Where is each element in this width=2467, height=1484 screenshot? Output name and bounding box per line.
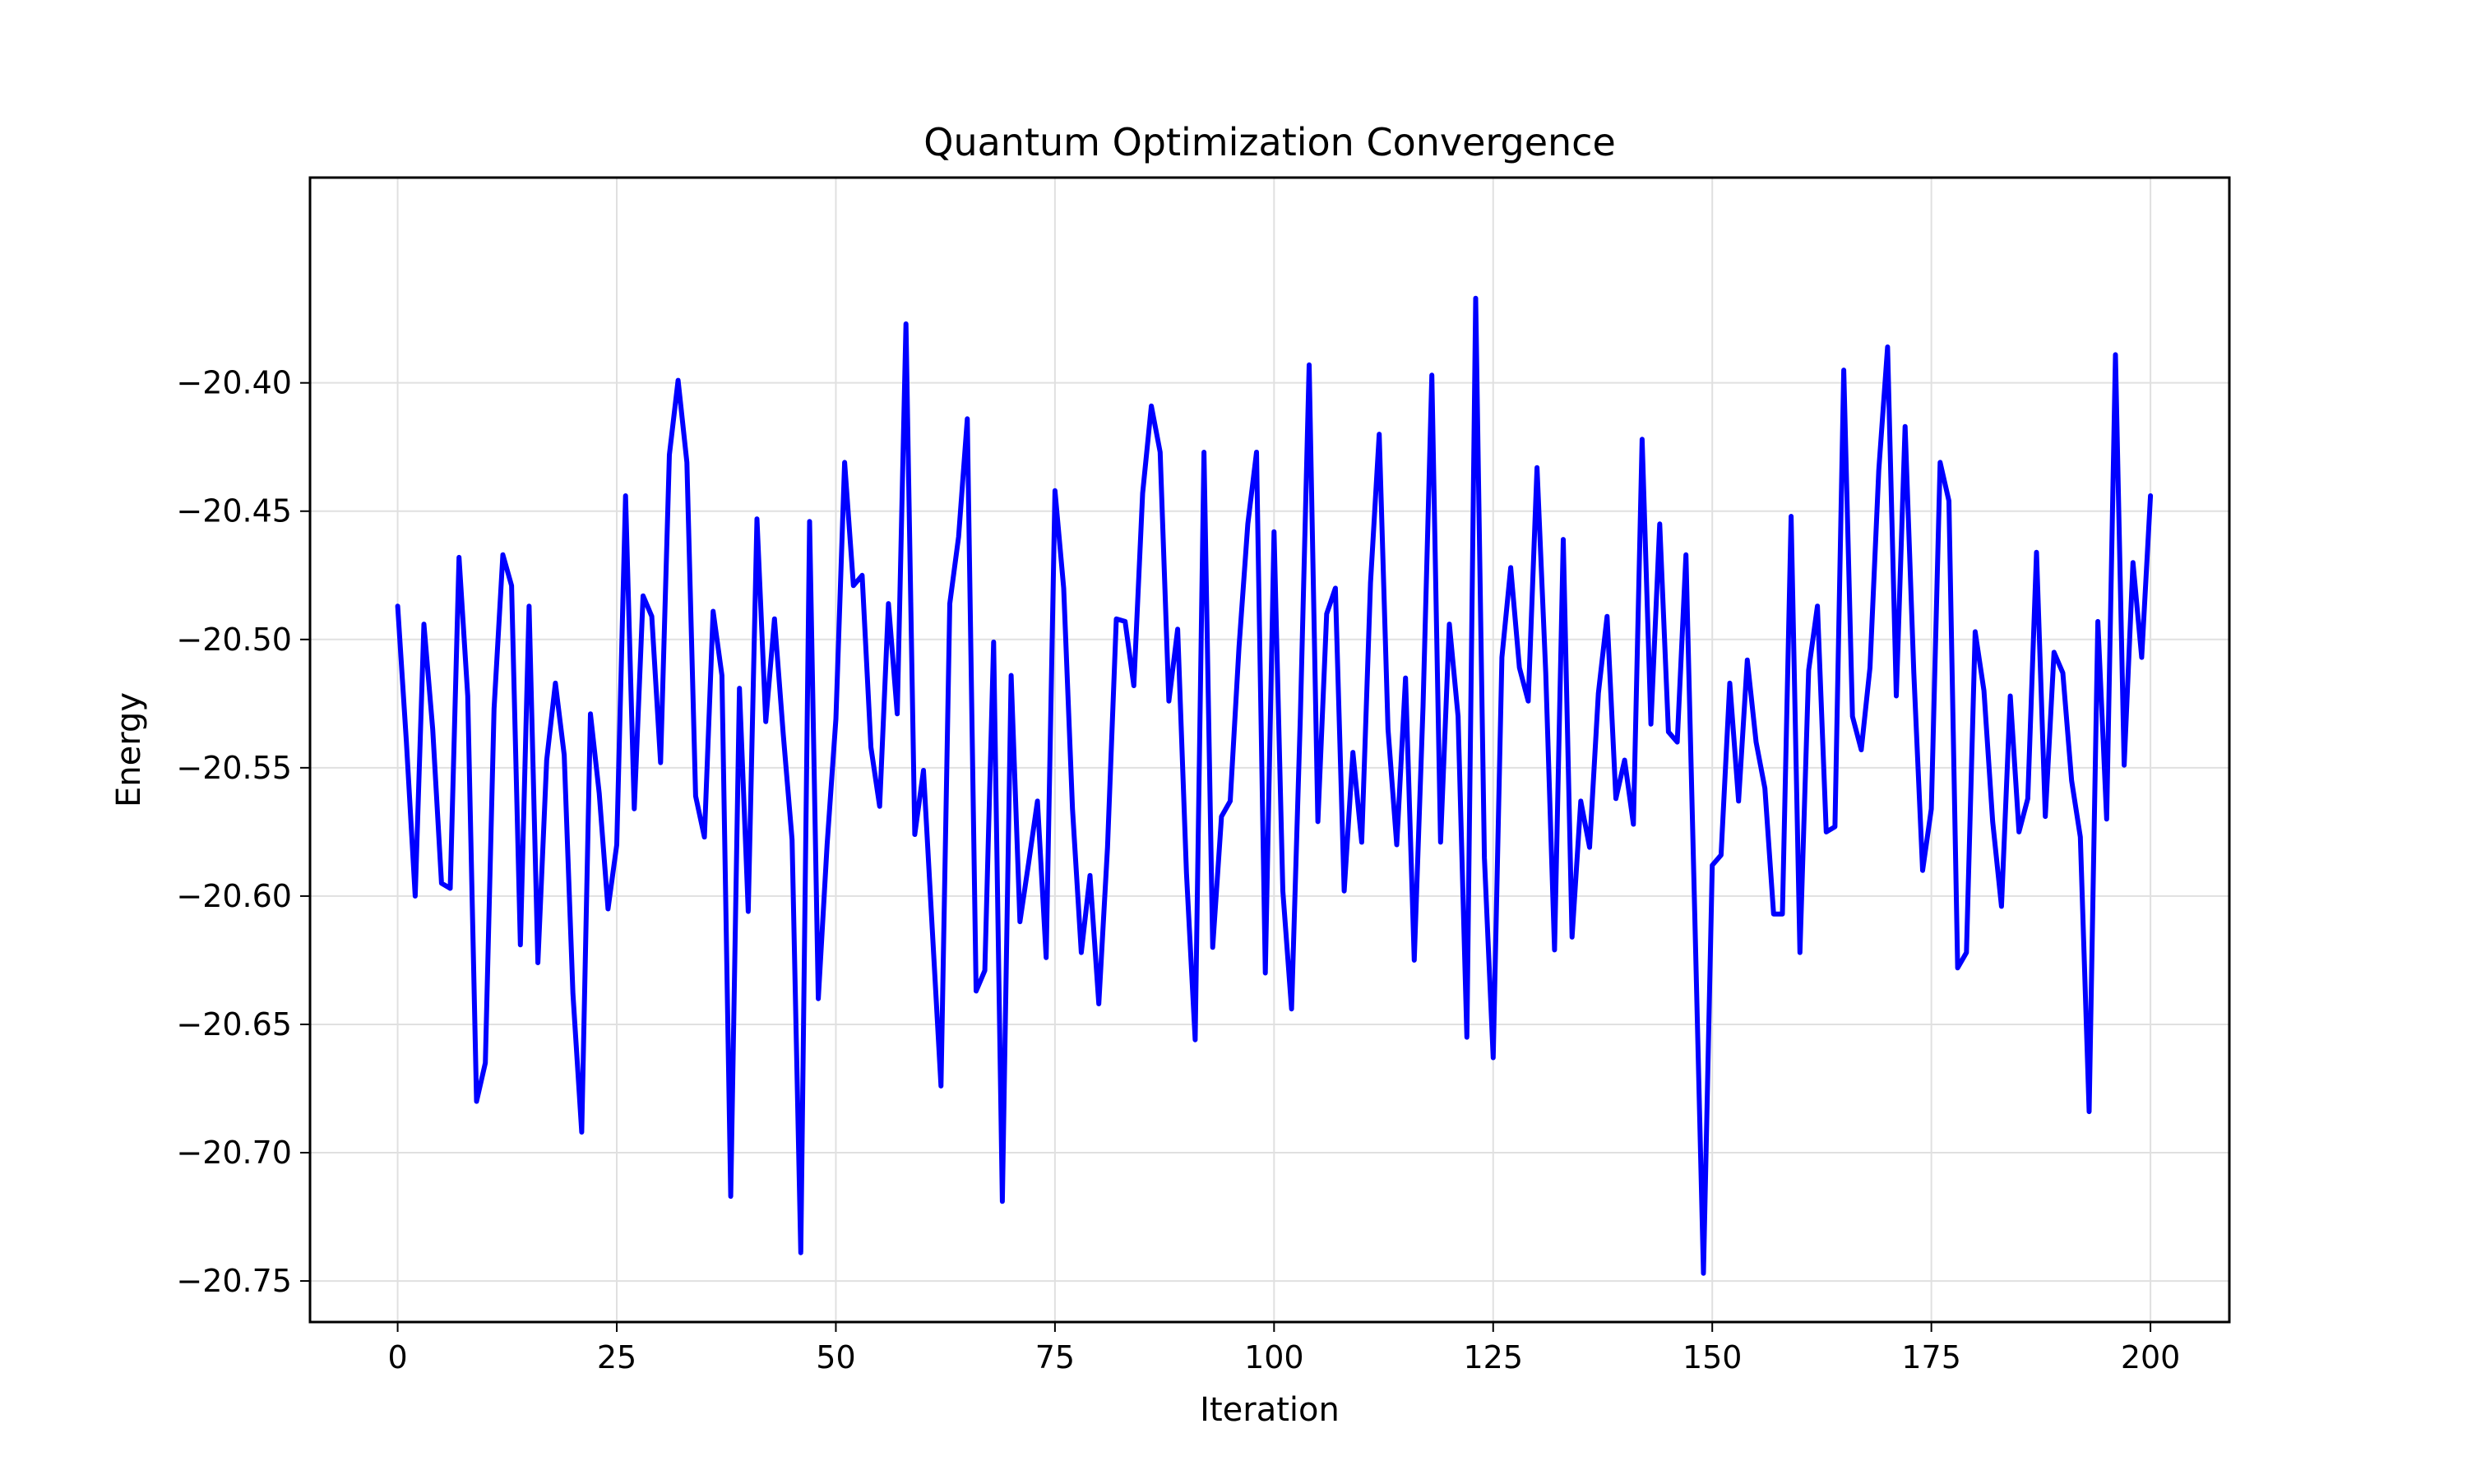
series-layer [395, 295, 2154, 1276]
x-tick-label: 200 [2121, 1339, 2181, 1375]
x-axis-ticks: 0 25 50 75 100 125 150 175 200 [387, 1322, 2180, 1375]
x-tick-label: 125 [1464, 1339, 1524, 1375]
y-tick-label: −20.55 [176, 750, 292, 786]
chart-title: Quantum Optimization Convergence [923, 120, 1616, 164]
x-tick-label: 100 [1244, 1339, 1304, 1375]
y-axis-ticks: −20.40 −20.45 −20.50 −20.55 −20.60 −20.65 −20.… [176, 365, 310, 1299]
plot-frame [308, 176, 2231, 1324]
y-tick-label: −20.70 [176, 1135, 292, 1171]
x-tick-label: 25 [597, 1339, 636, 1375]
y-tick-label: −20.50 [176, 622, 292, 658]
y-tick-label: −20.65 [176, 1006, 292, 1042]
x-tick-label: 0 [387, 1339, 407, 1375]
y-tick-label: −20.60 [176, 878, 292, 914]
x-tick-label: 150 [1682, 1339, 1743, 1375]
x-tick-label: 75 [1035, 1339, 1075, 1375]
y-axis-label: Energy [110, 692, 148, 807]
x-axis-label: Iteration [1200, 1391, 1340, 1429]
y-tick-label: −20.75 [176, 1263, 292, 1299]
y-tick-label: −20.40 [176, 365, 292, 401]
y-tick-label: −20.45 [176, 493, 292, 529]
x-tick-label: 50 [816, 1339, 855, 1375]
x-tick-label: 175 [1901, 1339, 1961, 1375]
energy-series-line [395, 295, 2154, 1276]
